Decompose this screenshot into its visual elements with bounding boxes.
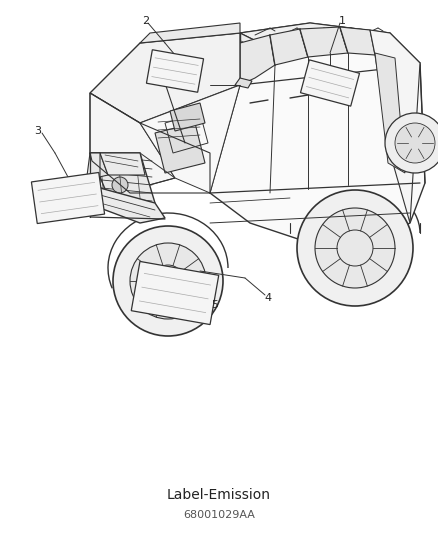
Polygon shape (375, 53, 405, 173)
Circle shape (385, 113, 438, 173)
Circle shape (113, 226, 223, 336)
Text: 2: 2 (142, 16, 149, 26)
Polygon shape (146, 50, 204, 92)
Polygon shape (210, 33, 270, 85)
Polygon shape (90, 33, 240, 123)
Text: 4: 4 (265, 293, 272, 303)
Polygon shape (240, 23, 390, 53)
Polygon shape (170, 103, 205, 131)
Polygon shape (270, 29, 308, 65)
Polygon shape (300, 27, 348, 57)
Circle shape (130, 243, 206, 319)
Polygon shape (340, 27, 375, 55)
Text: 68001029AA: 68001029AA (183, 510, 255, 520)
Polygon shape (155, 123, 205, 173)
Polygon shape (140, 85, 240, 193)
Polygon shape (131, 261, 219, 325)
Polygon shape (90, 153, 155, 213)
Polygon shape (235, 78, 252, 88)
Circle shape (112, 177, 128, 193)
Polygon shape (32, 173, 105, 223)
Polygon shape (90, 153, 108, 178)
Polygon shape (100, 153, 145, 175)
Polygon shape (100, 188, 165, 223)
Polygon shape (240, 35, 275, 85)
Circle shape (315, 208, 395, 288)
Text: 1: 1 (339, 16, 346, 26)
Circle shape (395, 123, 435, 163)
Polygon shape (90, 93, 175, 193)
Text: Label-Emission: Label-Emission (167, 488, 271, 502)
Polygon shape (210, 43, 425, 243)
Polygon shape (300, 60, 360, 106)
Polygon shape (140, 23, 240, 43)
Polygon shape (85, 153, 100, 191)
Text: 3: 3 (35, 126, 42, 136)
Circle shape (297, 190, 413, 306)
Polygon shape (215, 39, 265, 89)
Text: 5: 5 (212, 300, 219, 310)
Polygon shape (210, 23, 420, 73)
Polygon shape (370, 30, 420, 223)
